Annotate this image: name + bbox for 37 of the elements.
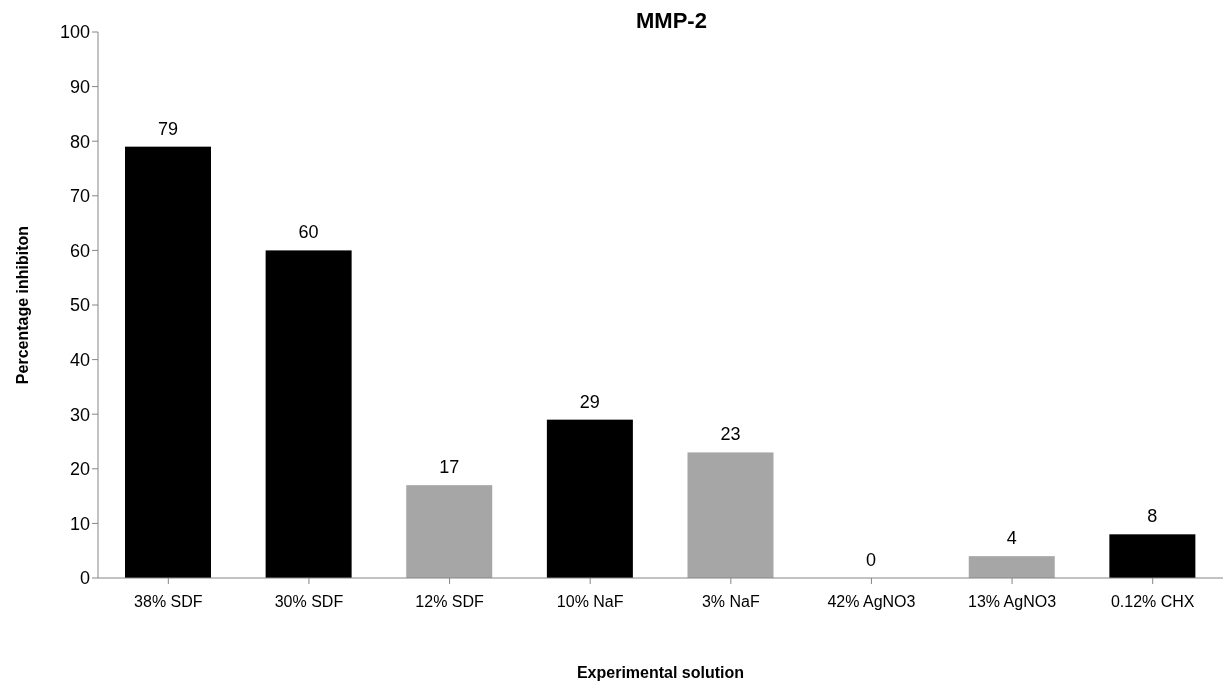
bar [125,146,211,578]
x-tick-label: 30% SDF [274,593,344,611]
data-label: 0 [866,550,877,570]
x-tick-label: 13% AgNO3 [968,593,1057,611]
y-tick-label: 90 [69,76,90,97]
data-label: 79 [157,118,179,139]
data-label: 17 [439,457,460,478]
y-tick-label: 30 [69,404,90,425]
bar [546,419,633,578]
x-tick-label: 42% AgNO3 [827,593,916,611]
y-tick-label: 70 [69,186,90,207]
data-label: 8 [1147,506,1158,527]
data-label: 23 [720,424,741,445]
x-tick-label: 38% SDF [134,593,203,611]
bar [265,250,352,578]
x-tick-label: 0.12% CHX [1110,593,1195,611]
bar [687,452,774,578]
x-tick-label: 3% NaF [701,593,760,611]
x-tick-label: 10% NaF [556,593,624,611]
y-tick-label: 80 [69,131,90,152]
data-label: 29 [579,391,600,412]
y-tick-label: 40 [69,349,90,370]
y-tick-label: 0 [79,568,90,589]
y-tick-label: 10 [69,513,90,534]
x-axis-title: Experimental solution [576,664,745,681]
x-tick-label: 12% SDF [415,593,485,611]
bar [968,556,1055,578]
bar [406,485,493,578]
data-label: 4 [1006,528,1017,549]
data-label: 60 [298,222,319,243]
y-tick-label: 50 [69,295,90,316]
y-tick-label: 60 [69,240,90,261]
y-tick-label: 20 [69,459,90,480]
chart-title: MMP-2 [636,8,707,33]
y-axis-title: Percentage inhibiton [13,225,31,385]
bar [1109,534,1196,578]
y-tick-label: 100 [59,22,90,43]
